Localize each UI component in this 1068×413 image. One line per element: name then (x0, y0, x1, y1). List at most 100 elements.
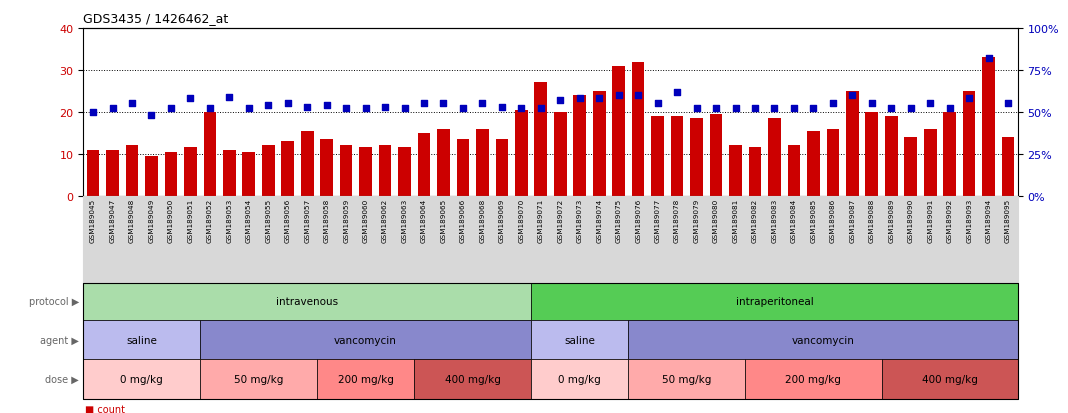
Bar (398, 148, 411, 196)
Point (396, 106, 413, 112)
Text: GSM189073: GSM189073 (577, 198, 583, 242)
Text: GSM189071: GSM189071 (538, 198, 544, 242)
Text: GSM189090: GSM189090 (908, 198, 914, 242)
Point (863, 101, 880, 107)
Text: vancomycin: vancomycin (791, 335, 854, 345)
Bar (1002, 138, 1015, 196)
Point (727, 106, 744, 112)
Text: 200 mg/kg: 200 mg/kg (337, 374, 393, 384)
Text: GSM189074: GSM189074 (596, 198, 602, 242)
Point (513, 106, 530, 112)
Text: GDS3435 / 1426462_at: GDS3435 / 1426462_at (83, 12, 229, 25)
Bar (457, 140, 469, 196)
Point (941, 106, 958, 112)
Point (980, 56, 998, 62)
Text: 50 mg/kg: 50 mg/kg (234, 374, 283, 384)
Text: GSM189062: GSM189062 (382, 198, 388, 242)
Text: GSM189094: GSM189094 (986, 198, 991, 242)
Text: GSM189047: GSM189047 (110, 198, 115, 242)
Bar (204, 112, 216, 196)
Bar (301, 131, 314, 196)
Text: GSM189077: GSM189077 (655, 198, 661, 242)
Bar (905, 138, 917, 196)
Bar (379, 146, 391, 196)
Bar (983, 58, 995, 196)
Bar (359, 148, 372, 196)
Bar (476, 129, 489, 196)
Point (337, 106, 355, 112)
Point (279, 101, 296, 107)
Bar (710, 115, 722, 196)
Text: 400 mg/kg: 400 mg/kg (922, 374, 977, 384)
Text: saline: saline (564, 335, 595, 345)
Bar (885, 117, 897, 196)
Text: GSM189080: GSM189080 (713, 198, 719, 242)
Text: GSM189087: GSM189087 (849, 198, 855, 242)
Text: GSM189063: GSM189063 (402, 198, 408, 242)
Bar (690, 119, 703, 196)
Point (824, 101, 842, 107)
Bar (126, 146, 138, 196)
Text: GSM189045: GSM189045 (90, 198, 96, 242)
Point (260, 102, 277, 109)
Point (844, 93, 861, 99)
Text: GSM189054: GSM189054 (246, 198, 252, 242)
Text: GSM189060: GSM189060 (363, 198, 368, 242)
Text: GSM189064: GSM189064 (421, 198, 427, 242)
Text: GSM189051: GSM189051 (187, 198, 193, 242)
Point (902, 106, 920, 112)
Point (707, 106, 724, 112)
Point (630, 93, 647, 99)
Bar (671, 117, 684, 196)
Text: GSM189052: GSM189052 (207, 198, 213, 242)
Point (532, 106, 549, 112)
Point (785, 106, 802, 112)
Bar (418, 133, 430, 196)
Bar (281, 142, 294, 196)
Text: GSM189091: GSM189091 (927, 198, 933, 242)
Bar (242, 152, 255, 196)
Bar (865, 112, 878, 196)
Text: dose ▶: dose ▶ (45, 374, 79, 384)
Text: GSM189066: GSM189066 (460, 198, 466, 242)
Text: GSM189086: GSM189086 (830, 198, 836, 242)
Text: GSM189095: GSM189095 (1005, 198, 1011, 242)
Point (960, 96, 977, 102)
Text: vancomycin: vancomycin (334, 335, 397, 345)
Text: GSM189048: GSM189048 (129, 198, 135, 242)
Text: GSM189082: GSM189082 (752, 198, 758, 242)
Bar (574, 96, 586, 196)
Point (591, 96, 608, 102)
Text: GSM189079: GSM189079 (693, 198, 700, 242)
Text: 0 mg/kg: 0 mg/kg (121, 374, 163, 384)
Text: GSM189058: GSM189058 (324, 198, 330, 242)
Bar (145, 157, 158, 196)
Point (805, 106, 822, 112)
Point (124, 101, 141, 107)
Bar (827, 129, 839, 196)
Text: GSM189081: GSM189081 (733, 198, 738, 242)
Text: GSM189068: GSM189068 (480, 198, 486, 242)
Text: GSM189088: GSM189088 (868, 198, 875, 242)
Text: GSM189050: GSM189050 (168, 198, 174, 242)
Point (454, 106, 471, 112)
Text: GSM189055: GSM189055 (265, 198, 271, 242)
Text: intraperitoneal: intraperitoneal (736, 297, 814, 306)
Bar (164, 152, 177, 196)
Bar (651, 117, 664, 196)
Text: GSM189070: GSM189070 (518, 198, 524, 242)
Bar (943, 112, 956, 196)
Bar (846, 92, 859, 196)
Text: GSM189089: GSM189089 (889, 198, 894, 242)
Text: GSM189053: GSM189053 (226, 198, 233, 242)
Bar (106, 150, 119, 196)
Text: GSM189049: GSM189049 (148, 198, 155, 242)
Point (357, 106, 374, 112)
Text: GSM189059: GSM189059 (343, 198, 349, 242)
Point (415, 101, 433, 107)
Text: intravenous: intravenous (277, 297, 339, 306)
Point (143, 113, 160, 119)
Bar (612, 66, 625, 196)
Point (84, 109, 101, 116)
Point (318, 102, 335, 109)
